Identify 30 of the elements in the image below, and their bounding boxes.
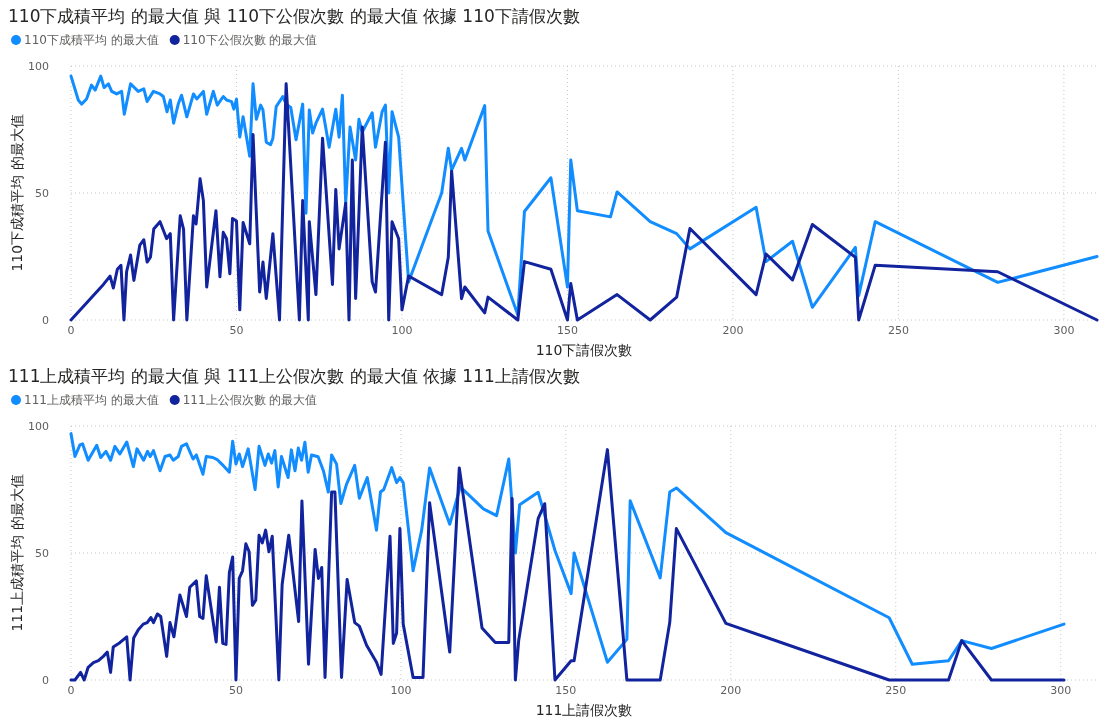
- x-tick-label: 250: [885, 684, 907, 697]
- legend-label: 111上公假次數 的最大值: [182, 393, 318, 407]
- x-axis-title: 110下請假次數: [535, 342, 633, 358]
- x-tick-label: 250: [887, 324, 909, 337]
- x-axis-title: 111上請假次數: [535, 702, 633, 718]
- y-tick-label: 50: [35, 547, 49, 560]
- x-tick-label: 300: [1053, 324, 1075, 337]
- legend-label: 110下成積平均 的最大值: [24, 33, 159, 47]
- y-tick-label: 50: [35, 187, 49, 200]
- y-tick-label: 0: [42, 314, 49, 327]
- y-tick-label: 0: [42, 674, 49, 687]
- x-tick-label: 100: [391, 324, 413, 337]
- x-tick-label: 0: [67, 324, 75, 337]
- x-tick-label: 150: [556, 324, 578, 337]
- x-tick-label: 300: [1050, 684, 1072, 697]
- legend-label: 110下公假次數 的最大值: [182, 33, 318, 47]
- x-tick-label: 200: [720, 684, 742, 697]
- x-tick-label: 0: [67, 684, 75, 697]
- y-axis-title: 110下成積平均 的最大值: [9, 114, 25, 272]
- chart-title: 111上成積平均 的最大值 與 111上公假次數 的最大值 依據 111上請假次數: [8, 366, 580, 386]
- y-axis-title: 111上成積平均 的最大值: [9, 474, 25, 632]
- x-tick-label: 100: [390, 684, 412, 697]
- chart-title: 110下成積平均 的最大值 與 110下公假次數 的最大值 依據 110下請假次數: [8, 6, 580, 26]
- x-tick-label: 200: [722, 324, 744, 337]
- y-tick-label: 100: [28, 60, 49, 73]
- x-tick-label: 50: [228, 684, 243, 697]
- y-tick-label: 100: [28, 420, 49, 433]
- x-tick-label: 150: [555, 684, 577, 697]
- x-tick-label: 50: [229, 324, 244, 337]
- legend-label: 111上成積平均 的最大值: [24, 393, 159, 407]
